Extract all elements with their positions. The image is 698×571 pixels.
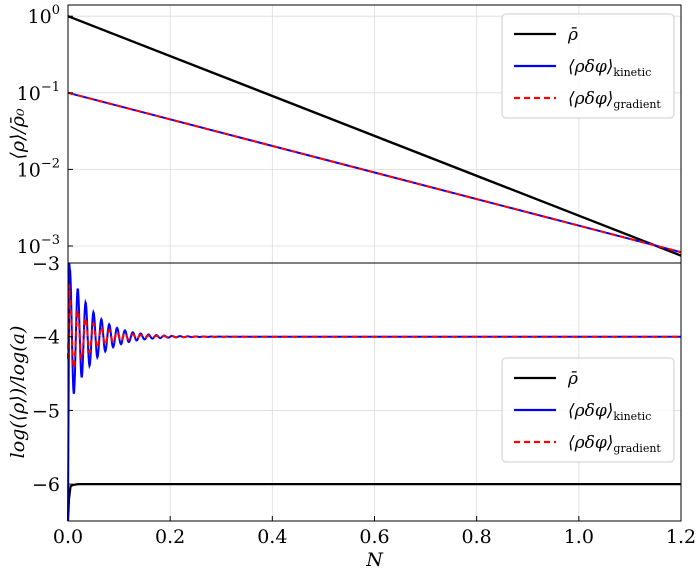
bottom-ytick-label: −4 bbox=[32, 327, 60, 349]
top-series-line bbox=[67, 91, 682, 254]
top-legend-label: ⟨ρδφ⟩kinetic bbox=[568, 57, 651, 79]
top-ytick-label: 10−2 bbox=[17, 156, 60, 181]
bottom-ytick-label: −3 bbox=[32, 253, 60, 275]
bottom-xtick-label: 0.8 bbox=[462, 526, 492, 548]
bottom-xtick-label: 1.0 bbox=[564, 526, 594, 548]
top-legend-label: ρ̄ bbox=[567, 25, 578, 45]
bottom-legend-label: ⟨ρδφ⟩gradient bbox=[568, 433, 661, 455]
top-legend-box bbox=[501, 13, 675, 119]
bottom-series-gradient bbox=[67, 284, 681, 371]
bottom-ytick-label: −6 bbox=[32, 474, 60, 496]
bottom-ytick-label: −5 bbox=[32, 400, 60, 422]
top-ylabel: ⟨ρ⟩/ρ̄₀ bbox=[7, 108, 29, 160]
bottom-panel: −3 −4 −5 −6 0.0 0.2 0.4 0.6 0.8 1.0 1.2 Nlog(⟨ρ⟩)/l… bbox=[7, 253, 696, 571]
top-series-line bbox=[67, 15, 682, 257]
top-panel: 100 10−1 10−2 10−3 ⟨ρ⟩/ρ̄₀ ρ̄ ⟨ρδφ⟩kinetic ⟨ρδφ… bbox=[7, 3, 682, 264]
bottom-xtick-label: 0.0 bbox=[53, 526, 83, 548]
bottom-xtick-label: 0.6 bbox=[359, 526, 389, 548]
bottom-ylabel: log(⟨ρ⟩)/log(a) bbox=[7, 326, 29, 459]
bottom-xtick-label: 0.2 bbox=[155, 526, 185, 548]
top-ytick-label: 10−3 bbox=[17, 233, 60, 258]
bottom-xtick-label: 1.2 bbox=[666, 526, 696, 548]
top-ytick-label: 100 bbox=[28, 3, 60, 28]
bottom-xtick-label: 0.4 bbox=[257, 526, 287, 548]
bottom-legend-label: ρ̄ bbox=[567, 369, 578, 389]
bottom-xlabel: N bbox=[365, 549, 384, 571]
bottom-legend-label: ⟨ρδφ⟩kinetic bbox=[568, 401, 651, 423]
bottom-legend-box bbox=[501, 357, 675, 463]
top-ytick-label: 10−1 bbox=[17, 80, 60, 105]
top-legend-label: ⟨ρδφ⟩gradient bbox=[568, 89, 661, 111]
